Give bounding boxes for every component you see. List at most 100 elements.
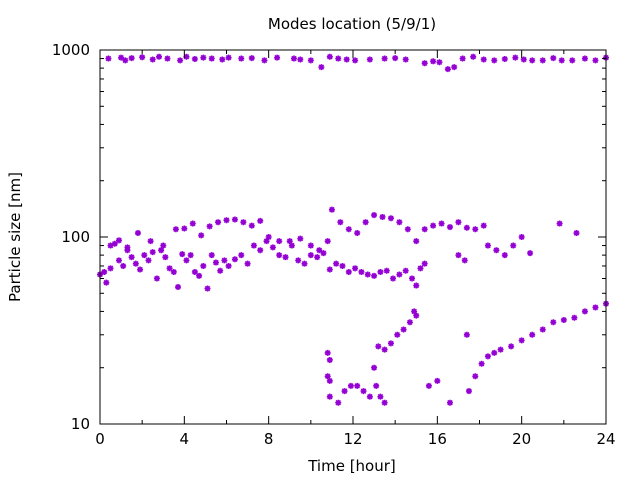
data-point bbox=[510, 242, 517, 249]
data-point bbox=[345, 226, 352, 233]
data-point bbox=[290, 55, 297, 62]
data-point bbox=[339, 262, 346, 269]
data-point bbox=[501, 252, 508, 259]
data-point bbox=[571, 314, 578, 321]
y-tick-label: 1000 bbox=[52, 41, 90, 59]
data-point bbox=[244, 260, 251, 267]
data-point bbox=[446, 224, 453, 231]
data-point bbox=[333, 260, 340, 267]
data-point bbox=[396, 219, 403, 226]
x-tick-label: 8 bbox=[264, 430, 274, 448]
data-point bbox=[592, 304, 599, 311]
data-point bbox=[390, 275, 397, 282]
data-point bbox=[364, 271, 371, 278]
data-point bbox=[324, 373, 331, 380]
data-point bbox=[141, 252, 148, 259]
data-point bbox=[430, 58, 437, 65]
data-point bbox=[160, 242, 167, 249]
data-point bbox=[257, 247, 264, 254]
data-point bbox=[465, 388, 472, 395]
data-point bbox=[444, 66, 451, 73]
data-point bbox=[371, 212, 378, 219]
data-point bbox=[354, 382, 361, 389]
data-point bbox=[265, 234, 272, 240]
data-point bbox=[208, 55, 215, 62]
data-point bbox=[139, 54, 146, 61]
data-point bbox=[394, 331, 401, 338]
data-point bbox=[434, 377, 441, 384]
scatter-points bbox=[97, 53, 609, 406]
data-point bbox=[147, 238, 154, 245]
data-point bbox=[149, 56, 156, 63]
data-point bbox=[358, 268, 365, 275]
data-point bbox=[352, 265, 359, 272]
data-point bbox=[158, 247, 165, 254]
data-point bbox=[527, 250, 534, 257]
data-point bbox=[392, 55, 399, 62]
data-point bbox=[107, 242, 114, 249]
data-point bbox=[366, 393, 373, 400]
data-point bbox=[381, 346, 388, 353]
data-point bbox=[377, 393, 384, 400]
x-tick-label: 12 bbox=[343, 430, 362, 448]
data-point bbox=[413, 282, 420, 289]
data-point bbox=[417, 265, 424, 272]
data-point bbox=[250, 242, 257, 249]
data-point bbox=[324, 349, 331, 356]
data-point bbox=[421, 226, 428, 233]
x-tick-label: 20 bbox=[512, 430, 531, 448]
data-point bbox=[463, 331, 470, 338]
data-point bbox=[307, 252, 314, 259]
data-point bbox=[206, 223, 213, 230]
data-point bbox=[120, 262, 127, 269]
data-point bbox=[491, 349, 498, 356]
data-point bbox=[413, 238, 420, 245]
chart-title: Modes location (5/9/1) bbox=[268, 15, 436, 33]
data-point bbox=[360, 388, 367, 395]
data-point bbox=[491, 57, 498, 64]
data-point bbox=[149, 249, 156, 256]
data-point bbox=[387, 215, 394, 222]
data-point bbox=[111, 240, 118, 247]
data-point bbox=[181, 225, 188, 232]
data-point bbox=[191, 268, 198, 275]
data-point bbox=[335, 55, 342, 62]
x-tick-label: 4 bbox=[180, 430, 190, 448]
data-point bbox=[396, 271, 403, 278]
data-point bbox=[219, 56, 226, 63]
data-point bbox=[484, 353, 491, 360]
data-point bbox=[347, 382, 354, 389]
data-point bbox=[189, 220, 196, 227]
data-point bbox=[225, 262, 232, 269]
data-point bbox=[400, 326, 407, 333]
axis-ticks: 0 4 8 12 16 20 24 10 100 1000 bbox=[52, 41, 616, 448]
data-point bbox=[307, 57, 314, 64]
x-tick-label: 0 bbox=[95, 430, 105, 448]
data-point bbox=[404, 226, 411, 233]
plot-frame bbox=[99, 49, 607, 425]
data-point bbox=[341, 388, 348, 395]
data-point bbox=[459, 55, 466, 62]
data-point bbox=[286, 238, 293, 245]
data-point bbox=[170, 268, 177, 275]
data-point bbox=[221, 257, 228, 264]
data-point bbox=[124, 244, 131, 251]
data-point bbox=[455, 219, 462, 226]
data-point bbox=[550, 55, 557, 62]
data-point bbox=[238, 252, 245, 259]
data-point bbox=[301, 260, 308, 267]
data-point bbox=[480, 56, 487, 63]
data-point bbox=[478, 360, 485, 367]
data-point bbox=[539, 57, 546, 64]
data-point bbox=[248, 222, 255, 229]
data-point bbox=[446, 399, 453, 406]
data-point bbox=[539, 326, 546, 333]
data-point bbox=[238, 55, 245, 62]
data-point bbox=[103, 279, 110, 286]
data-point bbox=[529, 331, 536, 338]
data-point bbox=[326, 393, 333, 400]
data-point bbox=[217, 267, 224, 274]
data-point bbox=[276, 252, 283, 259]
data-point bbox=[556, 220, 563, 227]
data-point bbox=[196, 272, 203, 279]
